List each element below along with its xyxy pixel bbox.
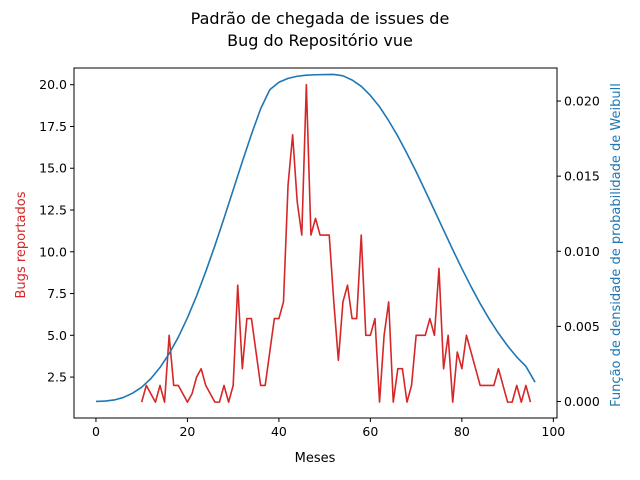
y-right-tick-label: 0.015 [564, 169, 600, 184]
x-axis-label: Meses [295, 451, 336, 466]
y-axis-left: 2.5 5.0 7.5 10.0 12.5 15.0 17.5 20.0 [39, 77, 74, 385]
y-left-tick-label: 20.0 [39, 77, 67, 92]
y-axis-right-label: Função de densidade de probabilidade de … [609, 83, 624, 407]
y-left-tick-label: 5.0 [47, 328, 67, 343]
series-line-weibull [95, 73, 536, 403]
y-left-tick-label: 12.5 [39, 203, 67, 218]
x-tick-label: 100 [541, 424, 565, 439]
y-right-tick-label: 0.010 [564, 244, 600, 259]
x-tick-label: 40 [271, 424, 287, 439]
x-tick-label: 80 [454, 424, 470, 439]
chart-title-line-1: Padrão de chegada de issues de [191, 9, 450, 28]
plot-lines [95, 73, 536, 403]
y-left-tick-label: 10.0 [39, 244, 67, 259]
y-axis-left-label: Bugs reportados [14, 191, 29, 298]
chart-title-line-2: Bug do Repositório vue [227, 31, 413, 50]
y-right-tick-label: 0.020 [564, 94, 600, 109]
plot-frame [73, 67, 558, 419]
y-left-tick-label: 7.5 [47, 286, 67, 301]
series-line-bugs [140, 83, 532, 403]
y-right-tick-label: 0.005 [564, 319, 600, 334]
y-right-tick-label: 0.000 [564, 394, 600, 409]
x-axis: 0 20 40 60 80 100 [92, 418, 565, 439]
y-axis-right: 0.000 0.005 0.010 0.015 0.020 [557, 94, 600, 409]
y-left-tick-label: 17.5 [39, 119, 67, 134]
y-left-tick-label: 15.0 [39, 161, 67, 176]
x-tick-label: 0 [92, 424, 100, 439]
x-tick-label: 20 [179, 424, 195, 439]
y-left-tick-label: 2.5 [47, 370, 67, 385]
x-tick-label: 60 [362, 424, 378, 439]
